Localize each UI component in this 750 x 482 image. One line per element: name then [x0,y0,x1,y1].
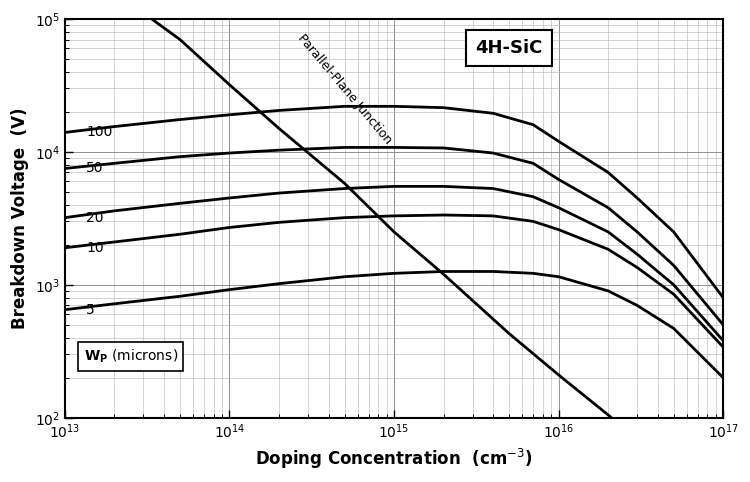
Text: 50: 50 [86,161,104,175]
X-axis label: Doping Concentration  (cm$^{-3}$): Doping Concentration (cm$^{-3}$) [256,447,532,471]
Text: $\mathbf{W_P}$ (microns): $\mathbf{W_P}$ (microns) [84,348,178,365]
Text: Parallel-Plane Junction: Parallel-Plane Junction [295,31,394,147]
Text: 10: 10 [86,241,104,255]
Text: 20: 20 [86,211,104,225]
Y-axis label: Breakdown Voltage  (V): Breakdown Voltage (V) [11,107,29,329]
Text: 4H-SiC: 4H-SiC [476,40,543,57]
Text: 5: 5 [86,303,95,317]
Text: 100: 100 [86,125,112,139]
